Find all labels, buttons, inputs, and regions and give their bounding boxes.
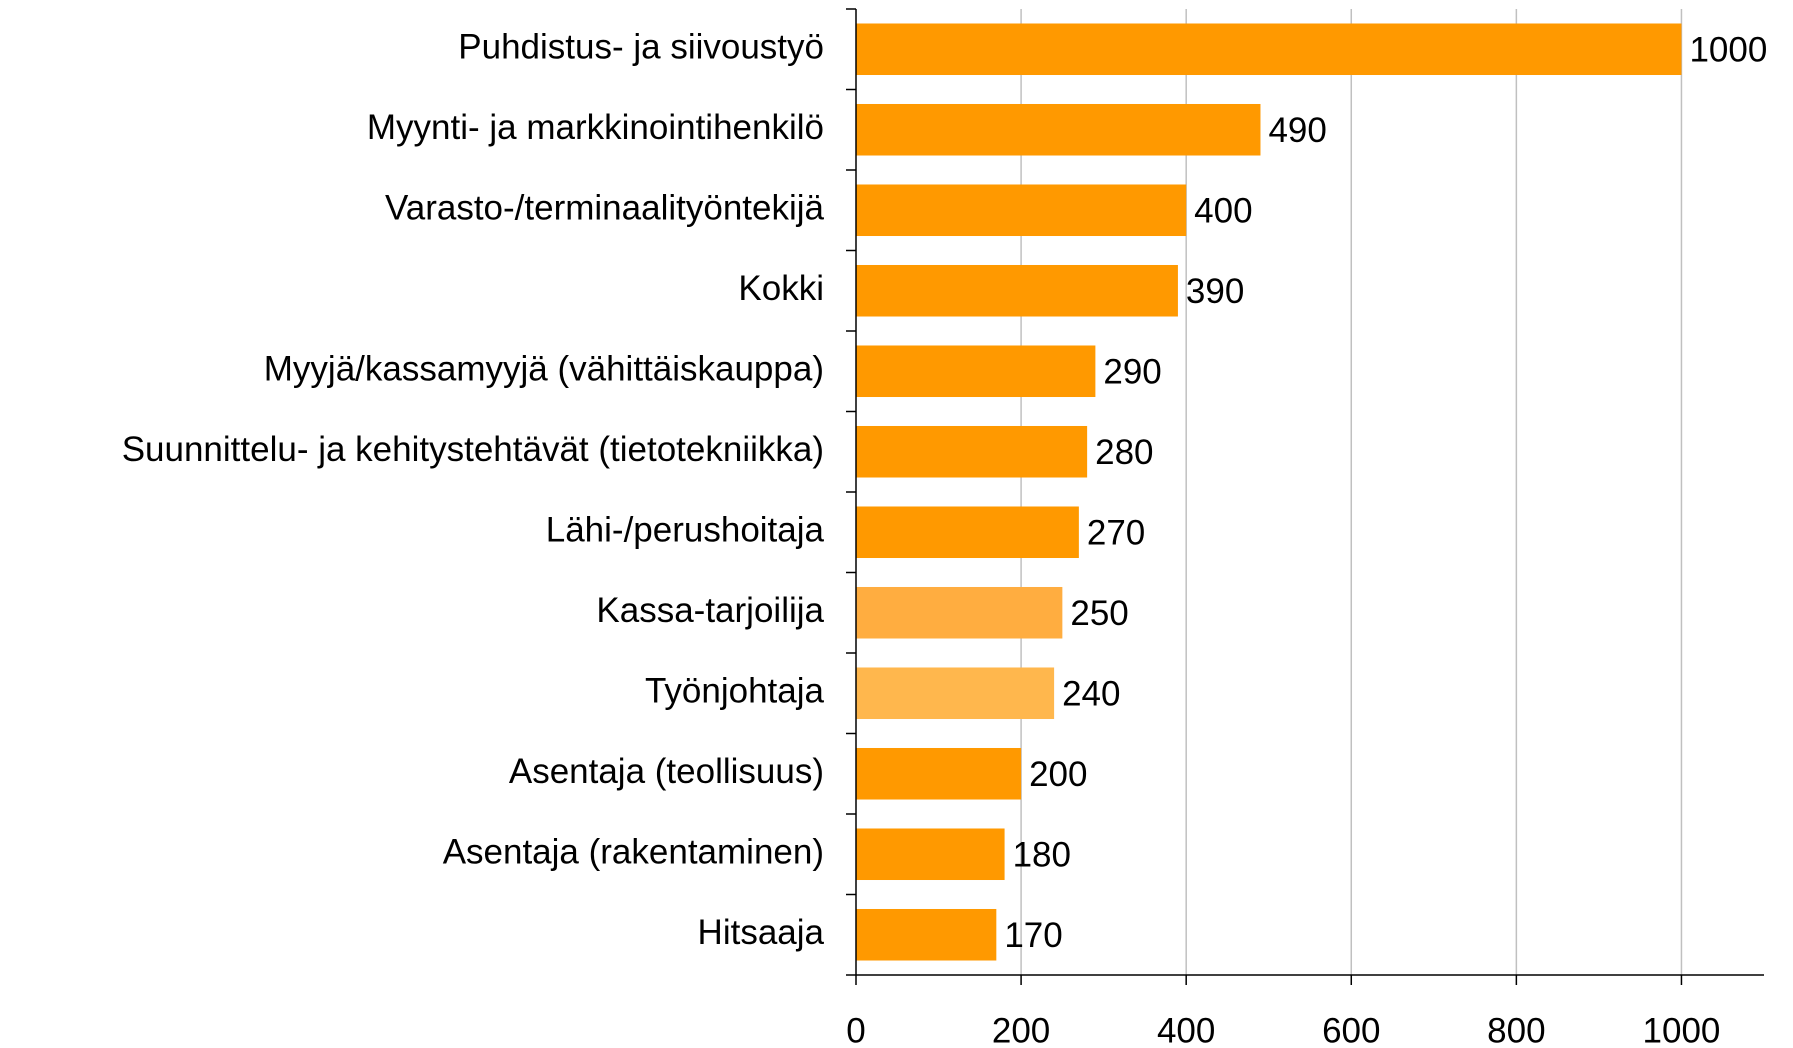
bar (856, 184, 1187, 237)
data-label: 170 (1004, 916, 1062, 955)
x-tick-label: 200 (992, 1011, 1050, 1048)
y-tick-label: Puhdistus- ja siivoustyö (458, 28, 824, 67)
data-label: 390 (1186, 272, 1244, 311)
data-label: 490 (1268, 111, 1326, 150)
bar (856, 23, 1682, 76)
y-tick-label: Kokki (738, 269, 824, 308)
bar (856, 586, 1063, 639)
bar (856, 345, 1096, 398)
bar (856, 506, 1079, 559)
bar (856, 747, 1022, 800)
data-label: 250 (1070, 594, 1128, 633)
data-label: 270 (1087, 514, 1145, 553)
data-label: 1000 (1689, 31, 1767, 70)
x-tick-label: 600 (1322, 1011, 1380, 1048)
y-tick-label: Kassa-tarjoilija (596, 591, 824, 630)
data-label: 400 (1194, 192, 1252, 231)
x-tick-label: 1000 (1643, 1011, 1721, 1048)
y-tick-label: Suunnittelu- ja kehitystehtävät (tietote… (122, 430, 824, 469)
y-tick-label: Myynti- ja markkinointihenkilö (367, 108, 824, 147)
bar (856, 425, 1088, 478)
y-tick-label: Varasto-/terminaalityöntekijä (385, 189, 825, 228)
bar (856, 264, 1178, 317)
x-tick-label: 0 (846, 1011, 865, 1048)
x-tick-label: 800 (1487, 1011, 1545, 1048)
y-tick-label: Työnjohtaja (645, 672, 825, 711)
data-label: 200 (1029, 755, 1087, 794)
y-tick-label: Asentaja (rakentaminen) (443, 833, 824, 872)
data-label: 290 (1103, 353, 1161, 392)
bar (856, 828, 1005, 881)
bar (856, 908, 997, 961)
data-label: 280 (1095, 433, 1153, 472)
y-tick-label: Hitsaaja (698, 913, 825, 952)
y-tick-label: Lähi-/perushoitaja (546, 511, 825, 550)
bar (856, 667, 1055, 720)
y-tick-label: Myyjä/kassamyyjä (vähittäiskauppa) (264, 350, 824, 389)
data-label: 240 (1062, 675, 1120, 714)
y-tick-label: Asentaja (teollisuus) (509, 752, 824, 791)
data-label: 180 (1013, 836, 1071, 875)
x-tick-label: 400 (1157, 1011, 1215, 1048)
bar (856, 103, 1261, 156)
